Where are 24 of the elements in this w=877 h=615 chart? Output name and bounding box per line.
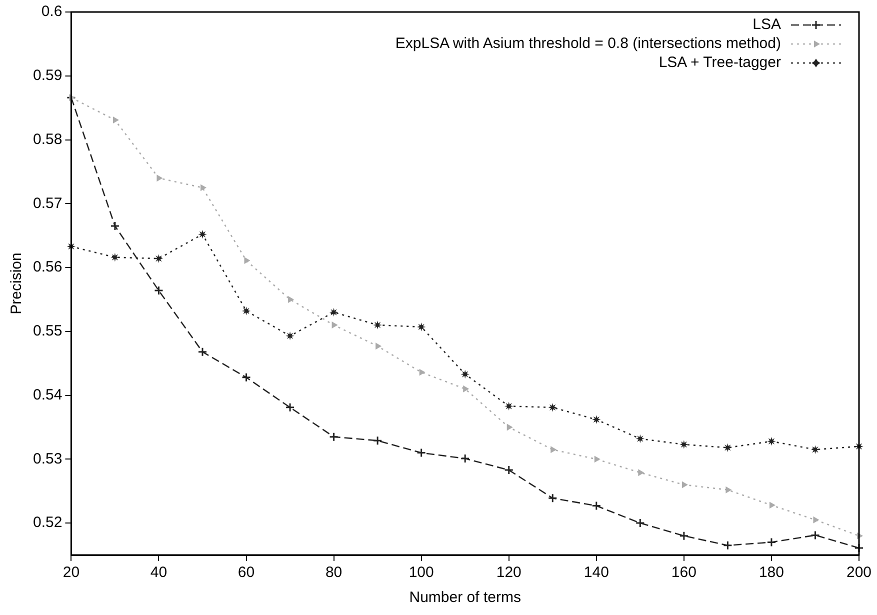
x-tick-label: 180 xyxy=(758,564,784,582)
y-tick-label: 0.6 xyxy=(41,3,62,20)
legend-label: LSA xyxy=(752,16,781,33)
y-tick-label: 0.55 xyxy=(32,322,62,340)
y-tick-label: 0.56 xyxy=(32,258,62,276)
x-tick-label: 60 xyxy=(238,564,255,582)
x-tick-label: 20 xyxy=(62,564,80,582)
y-tick-label: 0.57 xyxy=(32,194,62,212)
legend-label: LSA + Tree-tagger xyxy=(658,54,781,71)
y-axis-title: Precision xyxy=(8,252,26,314)
y-tick-label: 0.53 xyxy=(32,450,62,468)
x-tick-label: 100 xyxy=(408,564,434,582)
y-tick-label: 0.54 xyxy=(32,386,62,404)
x-tick-label: 160 xyxy=(671,564,696,582)
y-tick-label: 0.59 xyxy=(32,67,62,84)
y-tick-label: 0.58 xyxy=(32,130,62,148)
x-tick-label: 200 xyxy=(846,564,872,582)
x-tick-label: 80 xyxy=(325,564,342,582)
x-tick-label: 140 xyxy=(584,564,609,582)
x-axis-title: Number of terms xyxy=(409,589,521,606)
y-tick-label: 0.52 xyxy=(32,514,62,532)
legend-label: ExpLSA with Asium threshold = 0.8 (intersections method) xyxy=(395,35,781,52)
x-tick-label: 40 xyxy=(150,564,168,582)
x-tick-label: 120 xyxy=(496,564,522,582)
